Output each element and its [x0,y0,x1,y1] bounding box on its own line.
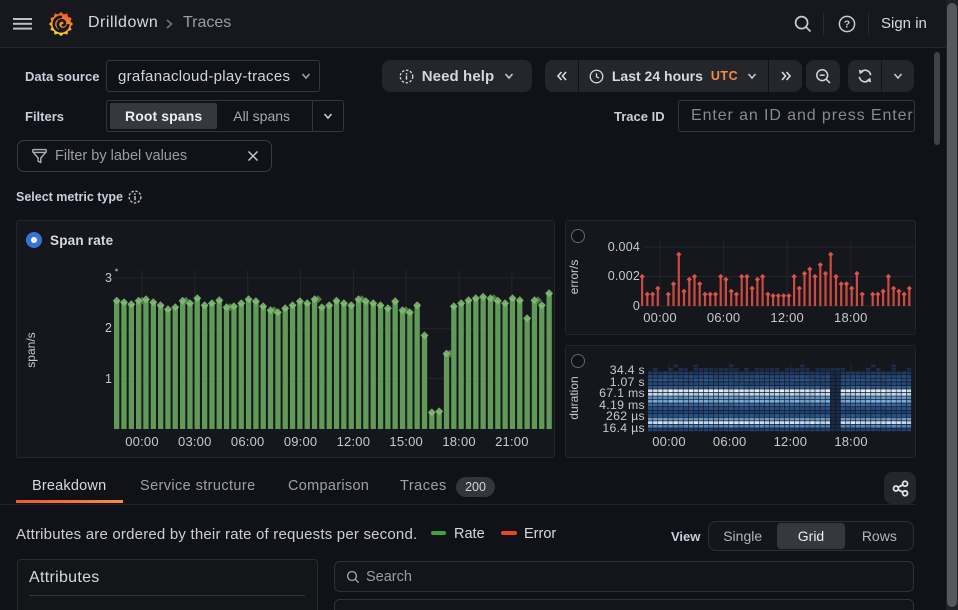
svg-text:06:00: 06:00 [231,434,265,449]
svg-text:03:00: 03:00 [178,434,212,449]
svg-text:15:00: 15:00 [389,434,423,449]
svg-text:0.002: 0.002 [608,269,640,283]
svg-text:?: ? [844,19,850,31]
svg-text:21:00: 21:00 [495,434,529,449]
svg-text:12:00: 12:00 [774,434,808,449]
svg-text:12:00: 12:00 [770,310,804,325]
svg-text:00:00: 00:00 [652,434,686,449]
svg-text:2: 2 [105,321,112,335]
svg-text:3: 3 [105,271,112,285]
svg-text:00:00: 00:00 [643,310,677,325]
svg-text:00:00: 00:00 [125,434,159,449]
svg-text:09:00: 09:00 [284,434,318,449]
svg-text:34.4 s: 34.4 s [610,363,645,377]
svg-text:12:00: 12:00 [337,434,371,449]
svg-text:18:00: 18:00 [442,434,476,449]
svg-text:18:00: 18:00 [834,310,868,325]
svg-text:4.19 ms: 4.19 ms [599,398,645,412]
svg-text:1.07 s: 1.07 s [610,375,645,389]
svg-text:06:00: 06:00 [713,434,747,449]
svg-text:0.004: 0.004 [608,240,640,254]
svg-text:06:00: 06:00 [707,310,741,325]
svg-text:67.1 ms: 67.1 ms [599,386,645,400]
svg-text:16.4 µs: 16.4 µs [602,421,645,435]
svg-text:0: 0 [633,299,640,313]
svg-text:18:00: 18:00 [834,434,868,449]
svg-text:1: 1 [105,372,112,386]
svg-text:262 µs: 262 µs [606,409,645,423]
